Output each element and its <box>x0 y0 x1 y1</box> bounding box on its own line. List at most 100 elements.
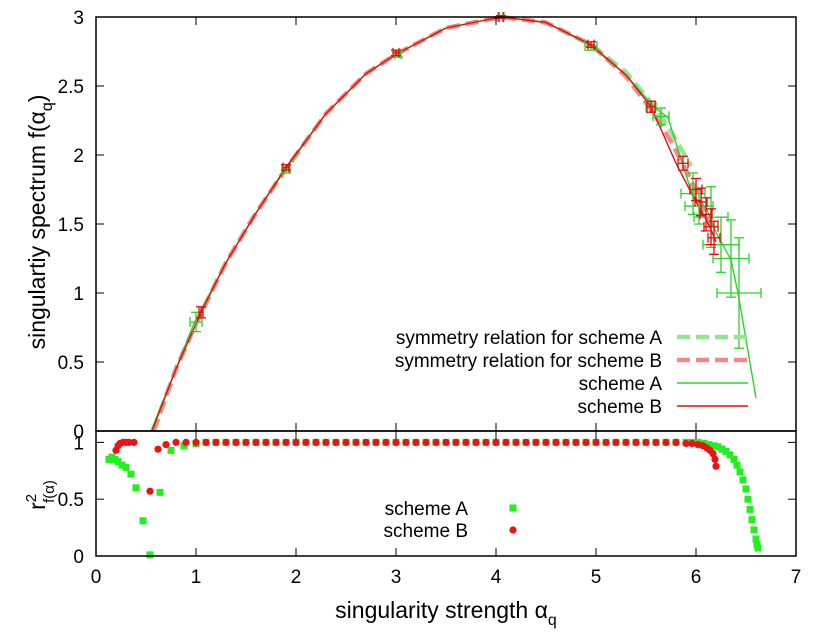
point-a-80 <box>750 526 758 534</box>
point-b-12 <box>192 438 200 446</box>
point-a-7 <box>132 484 140 492</box>
top-ytick-label-4: 2 <box>73 146 84 167</box>
spectrum-y-ticks: 0 0.5 1 1.5 2 2.5 3 <box>58 8 796 443</box>
point-b-41 <box>482 438 490 446</box>
point-a-9 <box>146 551 154 559</box>
errorbar-a-11 <box>712 219 750 298</box>
point-b-14 <box>212 438 220 446</box>
point-a-76 <box>742 485 750 493</box>
point-b-44 <box>512 438 520 446</box>
point-a-10 <box>156 488 164 496</box>
point-b-18 <box>252 438 260 446</box>
xtick-label-4: 4 <box>491 567 502 588</box>
point-b-13 <box>202 438 210 446</box>
point-a-72 <box>730 455 738 463</box>
point-b-39 <box>462 438 470 446</box>
point-b-42 <box>492 438 500 446</box>
point-b-6 <box>130 438 138 446</box>
legend-bottom-swatch-0 <box>509 504 517 512</box>
point-a-83 <box>754 544 762 552</box>
point-b-43 <box>502 438 510 446</box>
point-b-68 <box>711 455 719 464</box>
legend-bottom-swatch-1 <box>509 526 517 534</box>
top-ytick-label-3: 1.5 <box>58 215 84 236</box>
point-b-51 <box>582 438 590 446</box>
point-b-15 <box>222 438 230 446</box>
point-b-22 <box>292 438 300 446</box>
point-b-45 <box>522 438 530 446</box>
xtick-label-5: 5 <box>591 567 602 588</box>
errorbar-b-5 <box>646 100 656 113</box>
point-a-70 <box>722 447 730 455</box>
point-b-62 <box>688 439 696 448</box>
legend-label-0: symmetry relation for scheme A <box>396 328 662 349</box>
spectrum-errorbars <box>189 12 762 349</box>
point-b-40 <box>472 438 480 446</box>
errorbar-a-6 <box>652 107 670 126</box>
top-ytick-label-2: 1 <box>73 284 84 305</box>
point-a-67 <box>710 442 718 450</box>
point-b-53 <box>602 438 610 446</box>
legend-bottom-label-0: scheme A <box>385 499 469 520</box>
point-b-28 <box>352 438 360 446</box>
point-b-25 <box>322 438 330 446</box>
xtick-label-3: 3 <box>391 567 402 588</box>
point-b-38 <box>452 438 460 446</box>
point-b-56 <box>632 438 640 446</box>
fit-quality-frame <box>95 430 797 557</box>
point-a-68 <box>714 443 722 451</box>
errorbar-b-4 <box>586 39 596 50</box>
point-b-10 <box>172 438 180 446</box>
point-a-79 <box>748 516 756 524</box>
point-b-27 <box>342 438 350 446</box>
point-b-34 <box>412 438 420 446</box>
xtick-label-0: 0 <box>91 567 102 588</box>
top-ytick-label-5: 2.5 <box>58 77 84 98</box>
point-b-37 <box>442 438 450 446</box>
point-a-74 <box>736 468 744 476</box>
spectrum-y-axis-label: singulartiy spectrum f(αq) <box>24 95 56 350</box>
point-b-55 <box>622 438 630 446</box>
errorbar-b-7 <box>689 177 703 202</box>
point-b-29 <box>362 438 370 446</box>
xtick-label-6: 6 <box>691 567 702 588</box>
errorbar-b-0 <box>196 306 206 319</box>
point-a-78 <box>746 505 754 513</box>
point-b-31 <box>382 438 390 446</box>
point-a-12 <box>180 442 188 450</box>
point-a-73 <box>733 461 741 469</box>
point-b-7 <box>146 487 154 495</box>
fit-quality-points <box>105 438 762 559</box>
point-b-9 <box>162 441 170 449</box>
point-a-6 <box>127 470 135 478</box>
point-b-46 <box>532 438 540 446</box>
legend-label-1: symmetry relation for scheme B <box>395 351 662 372</box>
point-b-67 <box>709 450 717 458</box>
point-b-26 <box>332 438 340 446</box>
point-a-4 <box>118 461 126 469</box>
point-b-24 <box>312 438 320 446</box>
errorbar-b-8 <box>694 187 708 217</box>
top-ytick-label-6: 3 <box>73 8 84 29</box>
point-b-58 <box>652 438 660 446</box>
point-a-81 <box>752 535 760 543</box>
point-b-16 <box>232 438 240 446</box>
point-b-32 <box>392 438 400 446</box>
fit-quality-y-axis-label: r2f(α) <box>23 480 58 510</box>
fit-quality-ticks: 0 0.5 1 0 1 2 3 4 5 6 7 <box>58 431 801 588</box>
point-a-11 <box>167 446 175 454</box>
point-b-21 <box>282 438 290 446</box>
errorbar-b-1 <box>281 162 291 173</box>
point-b-5 <box>125 438 133 446</box>
point-b-33 <box>402 438 410 446</box>
point-a-69 <box>718 445 726 453</box>
point-b-49 <box>562 438 570 446</box>
point-b-54 <box>612 438 620 446</box>
point-b-48 <box>552 438 560 446</box>
point-b-30 <box>372 438 380 446</box>
point-a-66 <box>705 441 713 449</box>
spectrum-panel: 0 0.5 1 1.5 2 2.5 3 symmetry relation for sche… <box>24 8 796 443</box>
